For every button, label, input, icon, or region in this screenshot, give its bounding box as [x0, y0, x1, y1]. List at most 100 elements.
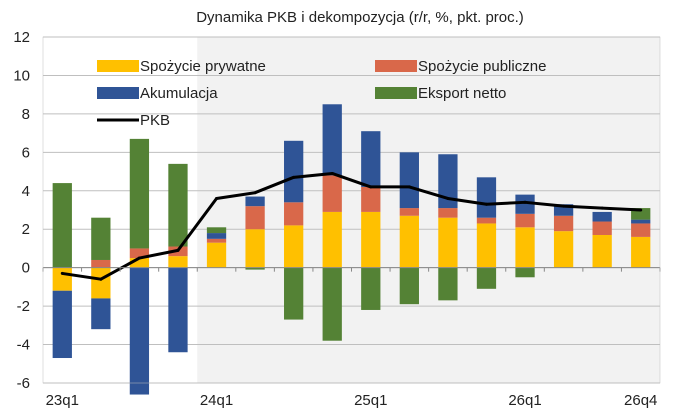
bar-investment [129, 267, 150, 395]
bar-investment [553, 204, 574, 216]
bar-net-exports [361, 267, 381, 310]
legend-label: PKB [140, 112, 170, 129]
bar-consumption-private [553, 231, 574, 268]
bar-consumption-private [91, 267, 111, 299]
chart-title: Dynamika PKB i dekompozycja (r/r, %, pkt… [196, 9, 524, 26]
bar-net-exports [515, 267, 535, 278]
legend-label: Spożycie prywatne [140, 58, 266, 75]
bar-net-exports [129, 138, 150, 249]
plot-frame [42, 36, 661, 384]
point-gdp [484, 202, 488, 206]
bar-consumption-public [631, 223, 651, 237]
bar-net-exports [476, 267, 497, 289]
point-gdp [330, 171, 334, 175]
point-gdp [99, 277, 103, 281]
y-tick-label: 12 [13, 29, 30, 46]
bar-consumption-private [52, 267, 72, 291]
bar-net-exports [322, 267, 342, 341]
bar-net-exports [245, 267, 265, 270]
bar-investment [515, 194, 535, 214]
bar-consumption-private [361, 211, 381, 268]
y-tick-label: -4 [17, 337, 30, 354]
bar-consumption-private [476, 223, 497, 268]
bar-consumption-public [284, 202, 304, 226]
legend-label: Spożycie publiczne [418, 58, 546, 75]
bar-consumption-private [129, 258, 150, 268]
point-gdp [523, 200, 527, 204]
bar-consumption-public [515, 213, 535, 228]
bar-investment [245, 196, 265, 207]
x-tick-label: 25q1 [354, 392, 387, 409]
point-gdp [176, 248, 180, 252]
bar-investment [438, 154, 458, 209]
bar-consumption-public [553, 215, 574, 232]
bar-investment [592, 211, 612, 222]
legend-swatch-net-exports [375, 87, 417, 99]
bar-investment [284, 140, 304, 203]
bar-investment [52, 290, 72, 359]
bar-investment [361, 131, 381, 187]
legend-label: Akumulacja [140, 85, 218, 102]
point-gdp [407, 185, 411, 189]
bar-net-exports [52, 183, 72, 268]
point-gdp [446, 196, 450, 200]
y-tick-label: 8 [22, 106, 30, 123]
x-tick-label: 26q1 [508, 392, 541, 409]
bar-consumption-public [91, 259, 111, 268]
legend-swatch-consumption-public [375, 60, 417, 72]
y-tick-label: 10 [13, 67, 30, 84]
bar-consumption-public [322, 175, 342, 212]
bar-investment [206, 233, 227, 239]
point-gdp [253, 191, 257, 195]
bar-consumption-private [438, 217, 458, 268]
y-tick-label: -6 [17, 375, 30, 392]
bar-consumption-public [361, 186, 381, 212]
bar-consumption-public [245, 206, 265, 230]
bar-consumption-public [399, 208, 419, 216]
x-tick-label: 23q1 [46, 392, 79, 409]
bar-consumption-private [245, 229, 265, 268]
bar-consumption-private [168, 256, 188, 268]
bar-consumption-private [284, 225, 304, 268]
bar-consumption-private [515, 227, 535, 268]
point-gdp [562, 204, 566, 208]
point-gdp [639, 208, 643, 212]
bar-net-exports [91, 217, 111, 260]
y-tick-label: 0 [22, 260, 30, 277]
bar-investment [476, 177, 497, 218]
bar-net-exports [399, 267, 419, 305]
line-gdp [62, 171, 641, 281]
bar-investment [322, 104, 342, 176]
y-tick-label: -2 [17, 298, 30, 315]
bar-net-exports [168, 163, 188, 247]
y-tick-label: 6 [22, 144, 30, 161]
point-gdp [60, 271, 64, 275]
legend-label: Eksport netto [418, 85, 506, 102]
forecast-shading [197, 37, 660, 383]
bar-consumption-private [206, 242, 227, 268]
bar-investment [399, 152, 419, 209]
x-tick-label: 26q4 [624, 392, 657, 409]
bar-consumption-private [592, 234, 612, 268]
bar-consumption-public [592, 221, 612, 235]
bar-consumption-public [206, 238, 227, 243]
bar-consumption-public [438, 208, 458, 218]
bar-consumption-public [476, 217, 497, 224]
bar-net-exports [206, 227, 227, 234]
bar-net-exports [284, 267, 304, 320]
bar-investment [631, 219, 651, 224]
x-tick-label: 24q1 [200, 392, 233, 409]
bar-investment [91, 298, 111, 330]
bar-consumption-private [399, 215, 419, 268]
chart-legend: Spożycie prywatne Spożycie publiczne Akumu… [97, 58, 546, 129]
point-gdp [600, 206, 604, 210]
bar-consumption-private [322, 211, 342, 268]
y-tick-label: 2 [22, 221, 30, 238]
point-gdp [215, 196, 219, 200]
y-tick-label: 4 [22, 183, 30, 200]
bar-net-exports [631, 208, 651, 220]
point-gdp [292, 175, 296, 179]
bar-consumption-private [631, 236, 651, 268]
legend-swatch-investment [97, 87, 139, 99]
